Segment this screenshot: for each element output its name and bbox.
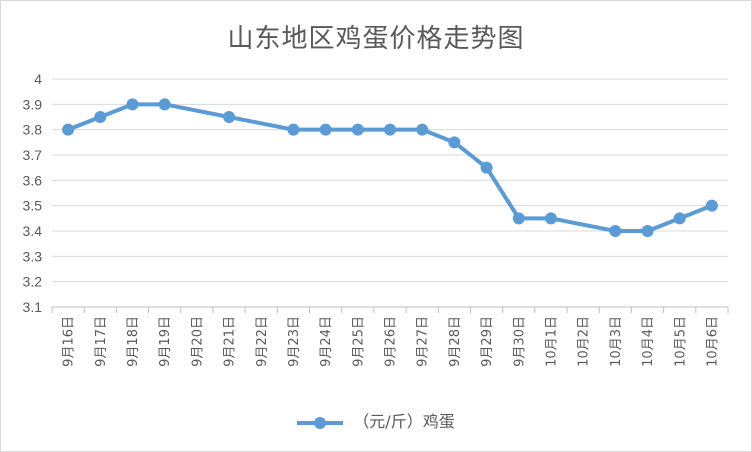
x-tick-label: 10月1日: [545, 316, 560, 367]
x-tick-label: 9月26日: [384, 316, 399, 367]
y-tick-label: 3.2: [23, 274, 43, 290]
data-point: [158, 98, 171, 111]
x-tick-label: 9月18日: [126, 316, 141, 367]
x-tick-label: 10月2日: [577, 316, 592, 367]
y-tick-label: 4: [34, 71, 42, 87]
x-tick-label: 9月21日: [223, 316, 238, 367]
data-point: [94, 111, 107, 123]
x-tick-label: 9月17日: [94, 316, 109, 367]
data-point: [126, 98, 139, 111]
data-point: [544, 212, 557, 225]
data-point: [287, 123, 300, 136]
x-tick-label: 9月29日: [480, 316, 495, 367]
data-point: [319, 123, 332, 136]
x-tick-label: 9月23日: [287, 316, 302, 367]
x-tick-label: 9月24日: [319, 316, 334, 367]
x-tick-label: 9月22日: [255, 316, 270, 367]
x-tick-label: 9月25日: [351, 316, 366, 367]
y-tick-label: 3.3: [23, 248, 43, 264]
x-tick-label: 10月5日: [673, 316, 688, 367]
data-point: [384, 123, 396, 136]
x-tick-label: 9月30日: [512, 316, 527, 367]
x-tick-label: 9月27日: [416, 316, 431, 367]
data-point: [705, 199, 718, 212]
x-tick-label: 9月16日: [62, 316, 77, 367]
legend-label: （元/斤）鸡蛋: [353, 412, 455, 431]
data-point: [641, 225, 654, 237]
x-axis: [51, 306, 729, 313]
y-tick-label: 3.6: [23, 172, 43, 188]
y-tick-label: 3.5: [23, 198, 43, 214]
legend: （元/斤）鸡蛋: [0, 408, 752, 432]
y-tick-label: 3.9: [23, 96, 43, 112]
y-tick-label: 3.1: [23, 299, 43, 315]
y-tick-label: 3.7: [23, 147, 43, 163]
legend-swatch: [297, 416, 344, 429]
y-axis-tick-labels: 3.1 3.2 3.3 3.4 3.5 3.6 3.7 3.8 3.9 4: [23, 71, 43, 315]
series-line: [66, 102, 714, 233]
data-point: [62, 123, 75, 136]
x-tick-label: 10月3日: [609, 316, 624, 367]
data-point: [673, 212, 686, 225]
y-tick-label: 3.8: [23, 122, 43, 138]
data-point: [609, 225, 622, 237]
y-tick-label: 3.4: [23, 223, 43, 239]
data-point: [448, 136, 461, 149]
data-point: [480, 161, 493, 174]
data-point: [223, 111, 236, 123]
x-tick-label: 10月6日: [705, 316, 720, 367]
x-axis-tick-labels: 9月16日 9月17日 9月18日 9月19日 9月20日 9月21日 9月22日 9月23日…: [62, 316, 721, 367]
data-point: [512, 212, 525, 225]
chart-title: 山东地区鸡蛋价格走势图: [227, 24, 525, 54]
data-point: [416, 123, 429, 136]
data-point: [351, 123, 364, 136]
x-tick-label: 9月20日: [190, 316, 205, 367]
gridlines: [52, 78, 728, 308]
x-tick-label: 10月4日: [641, 316, 656, 367]
series-layer: [62, 98, 718, 237]
x-tick-label: 9月28日: [448, 316, 463, 367]
x-tick-label: 9月19日: [158, 316, 173, 367]
